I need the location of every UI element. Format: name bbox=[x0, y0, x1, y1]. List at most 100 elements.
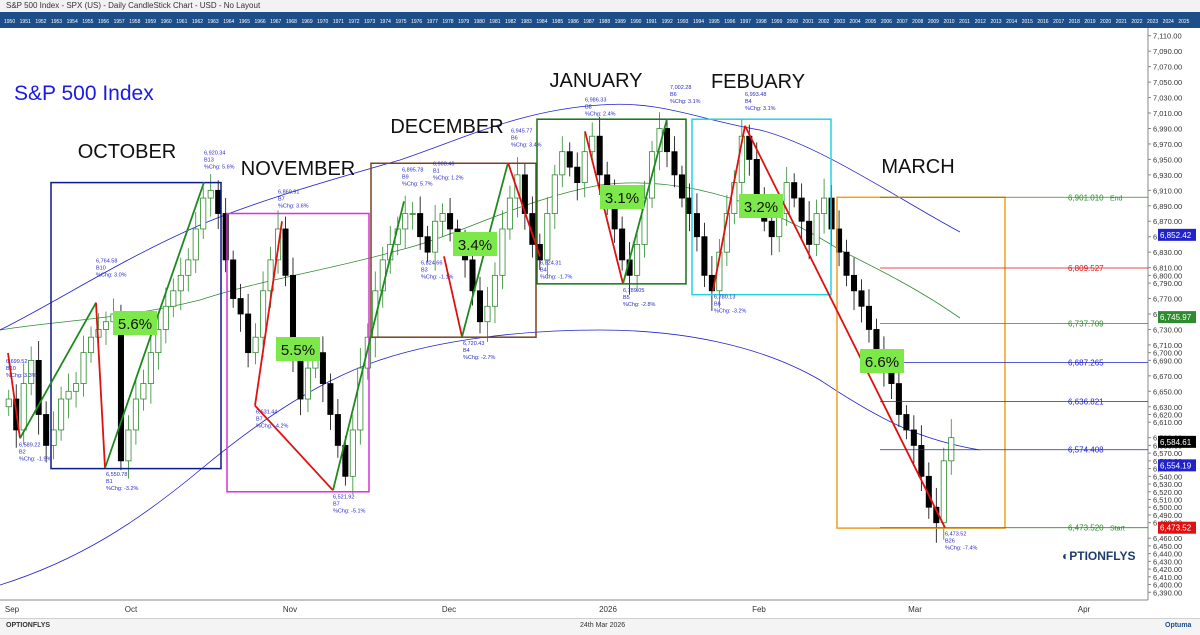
y-tick-label: 6,490.00 bbox=[1153, 511, 1182, 520]
month-pct-label: 3.1% bbox=[605, 190, 639, 207]
footer-date: 24th Mar 2026 bbox=[580, 622, 626, 629]
candle-up bbox=[192, 228, 199, 261]
candle-up bbox=[641, 197, 648, 245]
timeline-year-label: 1979 bbox=[458, 19, 469, 25]
y-tick-label: 6,670.00 bbox=[1153, 372, 1182, 381]
timeline-year-label: 1972 bbox=[348, 19, 359, 25]
pivot-label: %Chg: 2.4% bbox=[585, 111, 616, 117]
candle-up bbox=[634, 244, 641, 276]
pivot-label: 6,895.78 bbox=[402, 167, 423, 173]
candle-down bbox=[447, 213, 454, 230]
footer-brand-right: Optuma bbox=[1165, 622, 1192, 629]
y-tick-label: 6,950.00 bbox=[1153, 155, 1182, 164]
timeline-year-label: 1977 bbox=[427, 19, 438, 25]
zigzag-down-segment bbox=[7, 352, 21, 439]
candle-up bbox=[252, 336, 259, 354]
timeline-year-label: 2011 bbox=[959, 19, 970, 25]
timeline-year-label: 1975 bbox=[395, 19, 406, 25]
pivot-label: %Chg: -1.9% bbox=[19, 456, 52, 462]
fib-level-label: 6,473.520 bbox=[1068, 524, 1104, 533]
moving-average-upper-line bbox=[0, 103, 961, 331]
candle-up bbox=[73, 383, 80, 392]
zigzag-up-segment bbox=[19, 302, 97, 439]
candle-up bbox=[813, 213, 820, 245]
candle-up bbox=[177, 274, 184, 292]
price-tag-box bbox=[1158, 228, 1196, 241]
pivot-label: B10 bbox=[6, 366, 16, 372]
y-tick-label: 6,570.00 bbox=[1153, 449, 1182, 458]
fib-level-label: 6,574.408 bbox=[1068, 446, 1104, 455]
fib-level-label: 6,687.265 bbox=[1068, 358, 1104, 367]
pivot-label: B6 bbox=[714, 302, 721, 308]
timeline-year-label: 2021 bbox=[1116, 19, 1127, 25]
candle-down bbox=[342, 445, 349, 477]
timeline-year-label: 1959 bbox=[145, 19, 156, 25]
candle-up bbox=[88, 336, 95, 354]
year-timeline[interactable]: 1950 1951 1952 1953 1954 1955 1956 1957 1958 1959… bbox=[0, 12, 1200, 28]
timeline-year-label: 1954 bbox=[67, 19, 78, 25]
pivot-label: B5 bbox=[623, 295, 630, 301]
zigzag-down-segment bbox=[95, 302, 106, 469]
timeline-year-label: 1986 bbox=[568, 19, 579, 25]
pivot-label: 6,986.33 bbox=[585, 97, 606, 103]
timeline-year-label: 2023 bbox=[1147, 19, 1158, 25]
pivot-label: B6 bbox=[511, 136, 518, 142]
pivot-label: 6,589.22 bbox=[19, 442, 40, 448]
y-tick-label: 6,830.00 bbox=[1153, 248, 1182, 257]
month-pct-box bbox=[113, 311, 157, 335]
candle-down bbox=[806, 220, 813, 245]
y-tick-label: 6,500.00 bbox=[1153, 503, 1182, 512]
timeline-year-label: 1968 bbox=[286, 19, 297, 25]
pivot-label: 7,002.28 bbox=[670, 85, 691, 91]
y-tick-label: 6,630.00 bbox=[1153, 403, 1182, 412]
price-tag-label: 6,554.19 bbox=[1160, 461, 1192, 470]
timeline-year-label: 1987 bbox=[583, 19, 594, 25]
zigzag-down-segment bbox=[443, 256, 463, 338]
pivot-label: 6,764.58 bbox=[96, 259, 117, 265]
pivot-label: B10 bbox=[96, 266, 106, 272]
candle-up bbox=[200, 197, 207, 230]
timeline-year-label: 2022 bbox=[1131, 19, 1142, 25]
y-tick-label: 6,400.00 bbox=[1153, 581, 1182, 590]
y-tick-label: 6,770.00 bbox=[1153, 295, 1182, 304]
pivot-label: 6,869.91 bbox=[278, 189, 299, 195]
pivot-label: %Chg: -3.2% bbox=[106, 486, 139, 492]
candle-down bbox=[230, 259, 237, 299]
y-tick-label: 7,070.00 bbox=[1153, 63, 1182, 72]
month-box-february bbox=[691, 118, 832, 296]
pivot-label: %Chg: -1.1% bbox=[421, 274, 454, 280]
candle-down bbox=[334, 414, 341, 446]
candle-up bbox=[499, 228, 506, 276]
plot-area bbox=[0, 28, 1148, 600]
timeline-year-label: 2016 bbox=[1037, 19, 1048, 25]
candle-up bbox=[20, 383, 27, 431]
pivot-label: 6,824.66 bbox=[421, 260, 442, 266]
fib-level-note: Start bbox=[1110, 526, 1125, 533]
timeline-year-label: 1952 bbox=[35, 19, 46, 25]
candle-up bbox=[409, 213, 416, 215]
candle-up bbox=[147, 352, 154, 384]
price-tag-box bbox=[1158, 521, 1196, 534]
x-tick-label: Feb bbox=[752, 605, 766, 614]
candle-up bbox=[304, 367, 311, 400]
candle-down bbox=[245, 313, 252, 354]
timeline-year-label: 1963 bbox=[208, 19, 219, 25]
month-title-march: MARCH bbox=[881, 156, 954, 178]
pivot-label: %Chg: -3.2% bbox=[714, 309, 747, 315]
month-pct-box bbox=[453, 232, 497, 256]
candle-down bbox=[768, 220, 775, 238]
candle-down bbox=[791, 182, 798, 199]
timeline-year-label: 1958 bbox=[129, 19, 140, 25]
timeline-year-label: 2020 bbox=[1100, 19, 1111, 25]
month-pct-box bbox=[739, 194, 783, 218]
price-tag-label: 6,473.52 bbox=[1160, 524, 1192, 533]
y-tick-label: 6,730.00 bbox=[1153, 325, 1182, 334]
timeline-year-label: 1976 bbox=[411, 19, 422, 25]
pivot-label: B9 bbox=[402, 174, 409, 180]
candle-down bbox=[671, 151, 678, 176]
pivot-label: 6,789.05 bbox=[623, 288, 644, 294]
y-tick-label: 6,450.00 bbox=[1153, 542, 1182, 551]
candle-down bbox=[222, 213, 229, 261]
candle-down bbox=[43, 414, 50, 446]
